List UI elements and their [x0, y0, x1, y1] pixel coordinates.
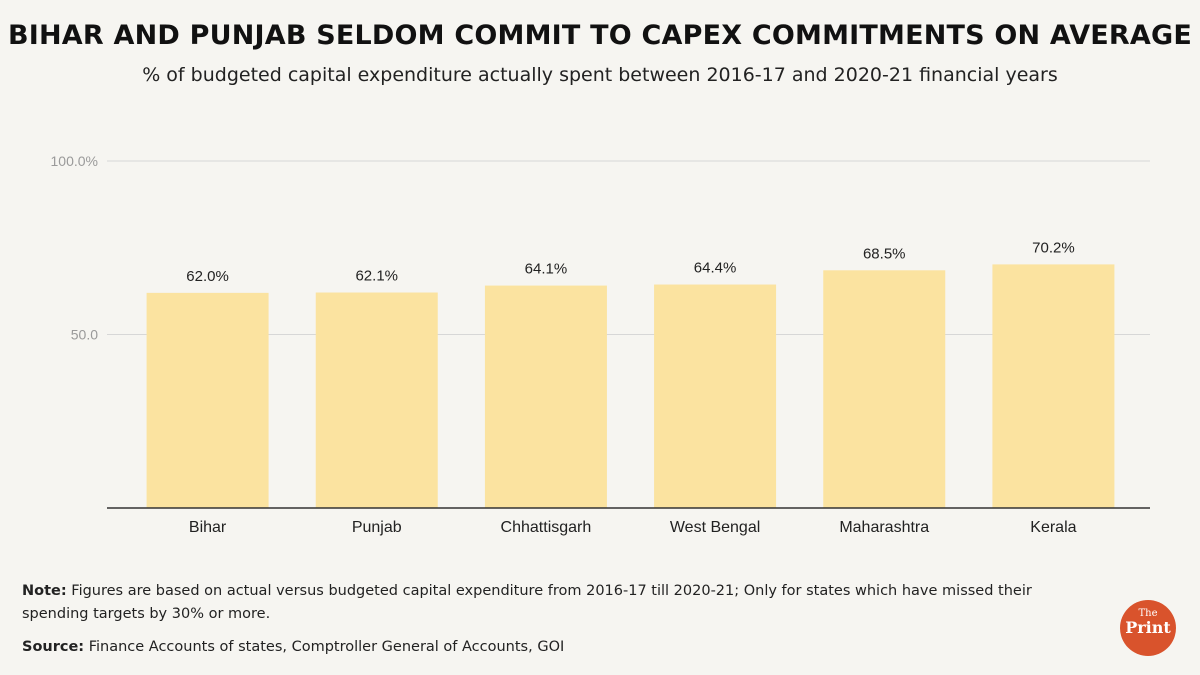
chart-title: BIHAR AND PUNJAB SELDOM COMMIT TO CAPEX …	[7, 20, 1193, 51]
data-label: 62.0%	[186, 268, 229, 285]
bar	[484, 285, 607, 508]
x-tick-label: Punjab	[352, 519, 402, 536]
x-tick-label: West Bengal	[670, 519, 760, 536]
bar	[654, 284, 777, 508]
source-line: Source: Finance Accounts of states, Comp…	[22, 639, 564, 655]
bar	[315, 292, 438, 508]
note-label: Note:	[22, 583, 67, 599]
source-label: Source:	[22, 639, 85, 655]
y-tick-label: 100.0%	[51, 153, 98, 169]
bar	[146, 292, 269, 508]
logo-print: Print	[1125, 618, 1171, 637]
x-tick-label: Chhattisgarh	[501, 519, 592, 536]
x-tick-label: Maharashtra	[839, 519, 929, 536]
bar	[823, 270, 946, 508]
footnote: Note: Figures are based on actual versus…	[22, 580, 1102, 626]
bar-chart: 50.0 100.0% 62.0% Bihar 62.1% Punjab 64.1% Chha…	[51, 153, 1150, 536]
data-label: 64.4%	[694, 260, 737, 277]
x-tick-label: Kerala	[1030, 519, 1076, 536]
x-tick-label: Bihar	[189, 519, 227, 536]
data-label: 64.1%	[525, 261, 568, 278]
note-text: Figures are based on actual versus budge…	[22, 583, 1032, 622]
logo-the: The	[1138, 608, 1158, 619]
chart-subtitle: % of budgeted capital expenditure actual…	[142, 64, 1058, 86]
source-text: Finance Accounts of states, Comptroller …	[84, 639, 565, 655]
data-label: 62.1%	[355, 268, 398, 285]
y-tick-label: 50.0	[71, 327, 98, 343]
data-label: 70.2%	[1032, 239, 1075, 256]
data-label: 68.5%	[863, 245, 906, 262]
theprint-logo: The Print	[1120, 600, 1176, 656]
bar	[992, 264, 1115, 508]
